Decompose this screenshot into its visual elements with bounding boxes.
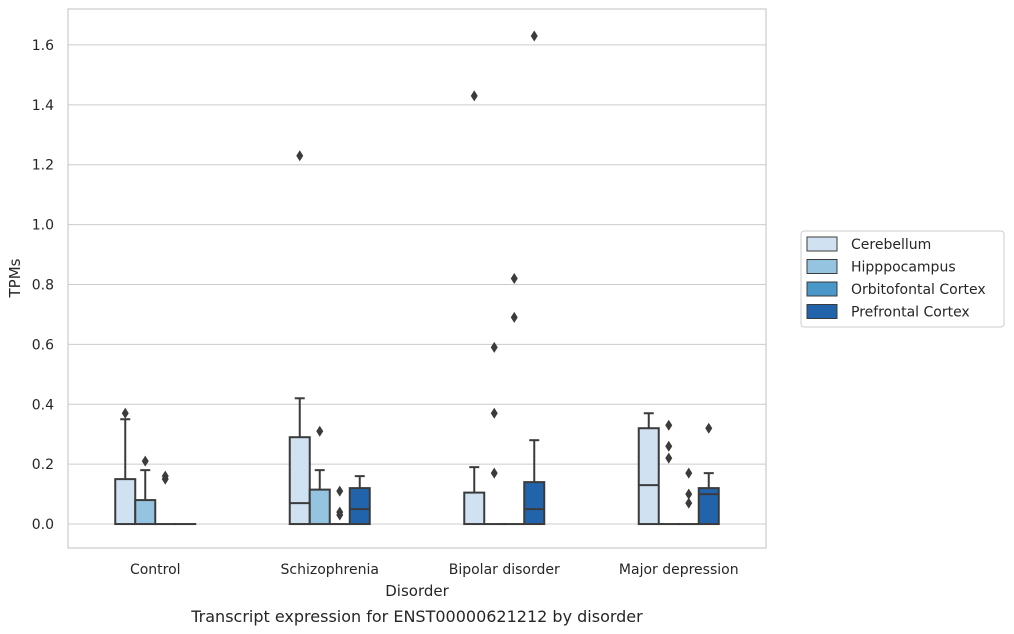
x-tick-label: Major depression bbox=[619, 562, 739, 578]
legend-label: Prefrontal Cortex bbox=[851, 305, 970, 321]
box-body bbox=[348, 487, 371, 526]
box-body bbox=[463, 491, 486, 526]
outlier-point bbox=[336, 506, 344, 518]
outlier-point bbox=[490, 407, 498, 419]
outlier-point bbox=[530, 30, 538, 42]
box-cerebellum bbox=[637, 412, 660, 526]
y-tick-label: 0.8 bbox=[32, 277, 54, 293]
y-tick-label: 1.4 bbox=[32, 98, 54, 114]
box-body bbox=[697, 487, 720, 526]
box-body bbox=[288, 436, 311, 526]
plot-frame bbox=[67, 8, 767, 549]
box-body bbox=[523, 481, 546, 526]
y-axis-title: TPMs bbox=[6, 258, 24, 298]
box-body bbox=[114, 478, 137, 526]
x-tick-label: Control bbox=[130, 562, 181, 578]
outlier-point bbox=[296, 150, 304, 162]
y-tick-label: 1.2 bbox=[32, 158, 54, 174]
x-axis-title: Disorder bbox=[385, 582, 449, 600]
x-tick-label: Schizophrenia bbox=[281, 562, 379, 578]
outlier-point bbox=[336, 485, 344, 497]
outlier-point bbox=[141, 455, 149, 467]
outlier-point bbox=[161, 470, 169, 482]
outlier-point bbox=[510, 273, 518, 284]
box-prefrontal-cortex bbox=[697, 422, 720, 526]
y-tick-label: 1.6 bbox=[32, 38, 54, 54]
outlier-point bbox=[121, 407, 129, 419]
outlier-point bbox=[490, 467, 498, 479]
box-body bbox=[637, 427, 660, 526]
y-tick-label: 0.4 bbox=[32, 397, 54, 413]
legend-swatch bbox=[806, 281, 838, 297]
plot-background bbox=[68, 9, 766, 548]
box-prefrontal-cortex bbox=[523, 30, 546, 526]
chart-caption: Transcript expression for ENST0000062121… bbox=[190, 607, 643, 626]
box-body bbox=[308, 488, 331, 526]
outlier-point bbox=[510, 311, 518, 323]
legend-label: Cerebellum bbox=[851, 237, 931, 253]
outlier-point bbox=[665, 440, 673, 452]
outlier-point bbox=[470, 90, 478, 102]
y-tick-label: 0.2 bbox=[32, 457, 54, 473]
y-tick-label: 0.0 bbox=[32, 517, 54, 533]
x-tick-label: Bipolar disorder bbox=[449, 562, 560, 578]
outlier-point bbox=[685, 497, 693, 509]
outlier-point bbox=[665, 452, 673, 464]
y-tick-labels: 0.0 0.2 0.4 0.6 0.8 1.0 1.2 1.4 1.6 bbox=[32, 38, 54, 533]
outlier-point bbox=[665, 419, 673, 431]
outlier-point bbox=[685, 488, 693, 500]
outlier-point bbox=[316, 425, 324, 437]
box-prefrontal-cortex bbox=[348, 475, 371, 526]
outlier-point bbox=[490, 341, 498, 353]
box-series bbox=[114, 30, 720, 526]
box-cerebellum bbox=[463, 90, 486, 526]
y-tick-label: 1.0 bbox=[32, 218, 54, 234]
legend: Cerebellum Hipppocampus Orbitofontal Corte… bbox=[800, 230, 1005, 328]
y-tick-label: 0.6 bbox=[32, 337, 54, 353]
legend-label: Hipppocampus bbox=[851, 260, 956, 276]
outlier-point bbox=[705, 422, 713, 434]
legend-swatch bbox=[806, 259, 838, 274]
legend-swatch bbox=[806, 304, 838, 319]
box-hipppocampus bbox=[483, 341, 506, 526]
box-orbitofontal-cortex bbox=[328, 485, 351, 526]
legend-label: Orbitofontal Cortex bbox=[851, 282, 986, 298]
box-cerebellum bbox=[288, 150, 311, 526]
y-gridlines bbox=[68, 44, 766, 525]
legend-frame bbox=[800, 230, 1005, 328]
box-body bbox=[134, 499, 157, 526]
box-hipppocampus bbox=[134, 455, 157, 526]
outlier-point bbox=[685, 467, 693, 479]
legend-entries: Cerebellum Hipppocampus Orbitofontal Corte… bbox=[806, 236, 986, 321]
box-cerebellum bbox=[114, 407, 137, 526]
x-tick-labels: Control Schizophrenia Bipolar disorder Majo… bbox=[130, 562, 739, 578]
box-hipppocampus bbox=[308, 425, 331, 526]
legend-swatch bbox=[806, 236, 838, 252]
